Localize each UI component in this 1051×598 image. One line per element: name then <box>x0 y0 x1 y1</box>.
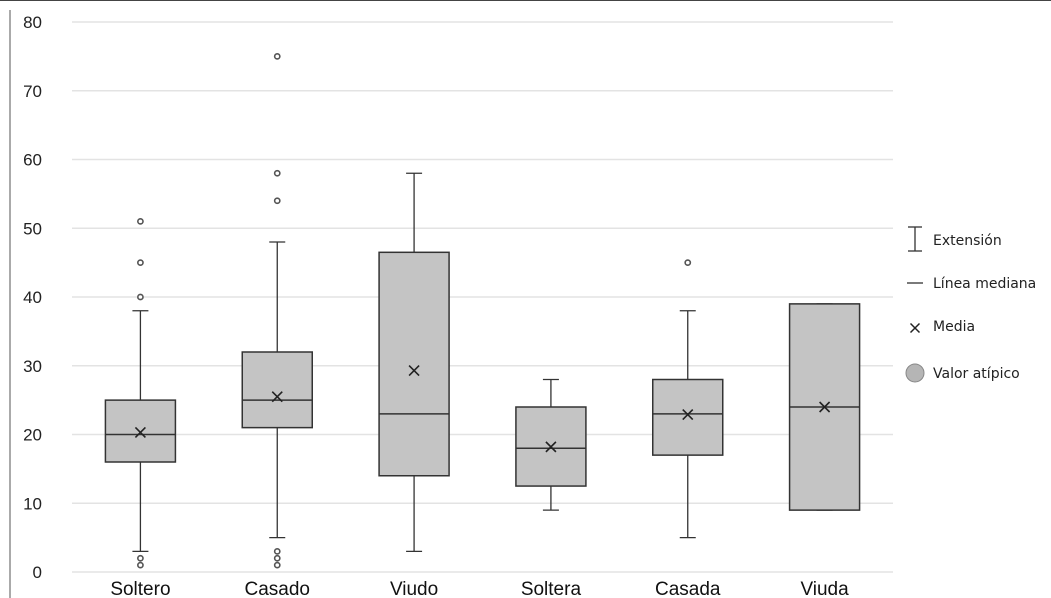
y-tick-label: 70 <box>23 82 42 101</box>
boxes <box>104 52 861 569</box>
mean-marker <box>134 426 146 439</box>
legend: Extensión Línea mediana Media Valor atípico <box>905 226 1036 383</box>
legend-label: Línea mediana <box>933 276 1036 292</box>
outlier-point <box>137 259 144 267</box>
outlier-point <box>137 554 144 562</box>
top-border <box>0 0 1051 7</box>
outlier-point <box>273 197 281 205</box>
legend-label: Extensión <box>933 233 1002 249</box>
y-axis-ticks: 0 10 20 30 40 50 60 70 80 <box>23 13 42 582</box>
x-tick-label: Soltero <box>110 579 170 598</box>
box-iqr <box>378 251 450 477</box>
mean-marker <box>682 408 694 421</box>
box-casado <box>241 52 313 569</box>
mean-marker <box>819 401 831 413</box>
y-tick-label: 20 <box>23 426 42 445</box>
x-tick-label: Viudo <box>390 579 438 598</box>
y-tick-label: 40 <box>23 288 42 307</box>
y-tick-label: 80 <box>23 13 42 32</box>
legend-item-outlier: Valor atípico <box>905 363 1020 383</box>
y-tick-label: 50 <box>23 219 42 238</box>
y-tick-label: 0 <box>33 563 42 582</box>
box-viudo <box>378 172 450 553</box>
outlier-point <box>684 259 692 267</box>
mean-marker <box>271 391 283 403</box>
legend-label: Media <box>933 319 975 335</box>
outlier-point <box>273 561 281 569</box>
box-soltera <box>515 378 587 511</box>
outlier-icon <box>905 363 925 383</box>
box-soltero <box>104 217 177 569</box>
box-viuda <box>788 303 861 511</box>
outlier-point <box>137 293 144 301</box>
y-tick-label: 30 <box>23 357 42 376</box>
outlier-point <box>273 547 281 555</box>
x-tick-label: Soltera <box>521 579 582 598</box>
x-tick-label: Viuda <box>800 579 849 598</box>
y-tick-label: 60 <box>23 151 42 170</box>
y-tick-label: 10 <box>23 494 42 513</box>
legend-label: Valor atípico <box>933 366 1020 382</box>
box-iqr <box>104 399 177 463</box>
mean-marker <box>408 364 420 377</box>
legend-item-range: Extensión <box>908 226 1002 252</box>
x-axis-labels: Soltero Casado Viudo Soltera Casada Viuda <box>110 579 849 598</box>
outlier-point <box>137 561 144 569</box>
x-tick-label: Casada <box>655 579 721 598</box>
legend-item-median: Línea mediana <box>907 276 1036 292</box>
outlier-point <box>273 169 281 177</box>
mean-marker <box>545 441 557 453</box>
outlier-point <box>273 52 281 60</box>
mean-icon <box>909 322 921 334</box>
outlier-point <box>273 554 281 562</box>
outlier-point <box>137 217 144 225</box>
legend-item-mean: Media <box>909 319 975 335</box>
box-iqr <box>241 351 313 429</box>
x-tick-label: Casado <box>245 579 311 598</box>
grid-lines <box>72 21 893 573</box>
box-casada <box>652 259 724 539</box>
box-iqr <box>652 378 724 456</box>
